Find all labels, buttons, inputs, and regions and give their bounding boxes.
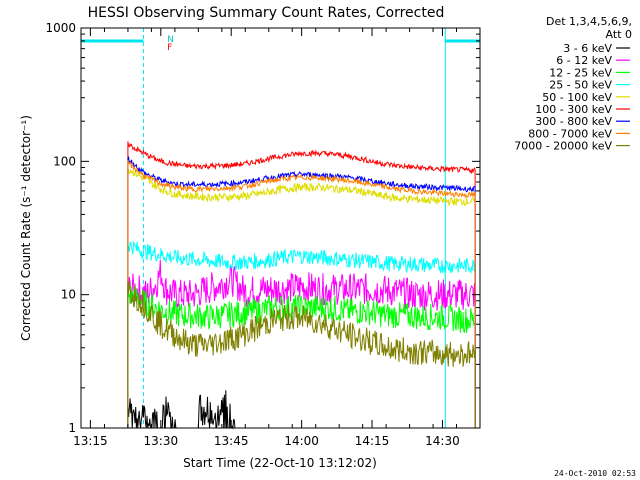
series-line-1	[127, 259, 476, 429]
legend-label-2: 12 - 25 keV	[549, 66, 612, 79]
y-axis-label: Corrected Count Rate (s⁻¹ detector⁻¹)	[19, 115, 33, 341]
y-axis: 1 10 100 1000	[45, 21, 480, 435]
plot-frame	[80, 27, 481, 429]
y-tick-label-3: 1000	[45, 21, 76, 35]
x-tick-label-4: 14:15	[355, 434, 390, 448]
x-tick-label-3: 14:00	[284, 434, 319, 448]
chart-title: HESSI Observing Summary Count Rates, Cor…	[88, 5, 445, 21]
legend-label-3: 25 - 50 keV	[549, 79, 612, 92]
x-tick-label-0: 13:15	[73, 434, 108, 448]
annotation-n: N	[167, 35, 174, 45]
legend-label-0: 3 - 6 keV	[563, 42, 612, 55]
series-line-4	[127, 167, 476, 429]
legend-label-4: 50 - 100 keV	[542, 91, 612, 104]
x-axis: 13:15 13:30 13:45 14:00 14:15 14:30	[73, 28, 481, 448]
x-tick-label-5: 14:30	[425, 434, 460, 448]
legend-label-1: 6 - 12 keV	[556, 54, 612, 67]
series-line-6	[127, 155, 476, 429]
legend-title: Det 1,3,4,5,6,9,	[546, 15, 632, 28]
legend-label-8: 7000 - 20000 keV	[514, 140, 612, 153]
series-line-8	[127, 281, 476, 429]
x-tick-label-1: 13:30	[144, 434, 179, 448]
y-tick-label-0: 1	[68, 421, 76, 435]
x-axis-label: Start Time (22-Oct-10 13:12:02)	[183, 456, 377, 470]
y-tick-label-2: 100	[53, 154, 76, 168]
plot-area: NF	[80, 28, 480, 430]
series-line-3	[127, 241, 476, 429]
legend-subtitle: Att 0	[606, 28, 632, 41]
x-tick-label-2: 13:45	[214, 434, 249, 448]
series-line-2	[127, 285, 476, 429]
series-line-7	[127, 159, 476, 429]
legend-label-6: 300 - 800 keV	[535, 115, 612, 128]
plot-timestamp: 24-Oct-2010 02:53	[554, 469, 636, 478]
series-line-5	[127, 141, 476, 429]
legend-label-5: 100 - 300 keV	[535, 103, 612, 116]
annotation-f: F	[167, 43, 172, 53]
y-tick-label-1: 10	[61, 288, 76, 302]
legend-label-7: 800 - 7000 keV	[528, 127, 612, 140]
